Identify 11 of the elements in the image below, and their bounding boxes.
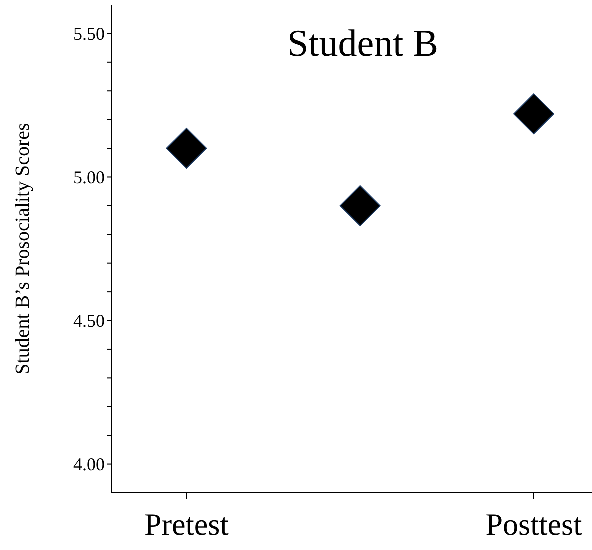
point [514,94,555,135]
y-tick-label: 5.00 [74,168,105,188]
x-tick-label: Posttest [486,507,583,542]
x-tick-label: Pretest [144,507,230,542]
point [340,185,381,226]
text: Student B [286,22,440,66]
y-axis-title: Student B’s Prosociality Scores [12,122,34,375]
y-tick-label: 4.50 [74,311,105,332]
y-tick-label: 5.50 [74,24,105,44]
y-tick-label: 4.00 [74,454,105,475]
point [166,128,208,170]
